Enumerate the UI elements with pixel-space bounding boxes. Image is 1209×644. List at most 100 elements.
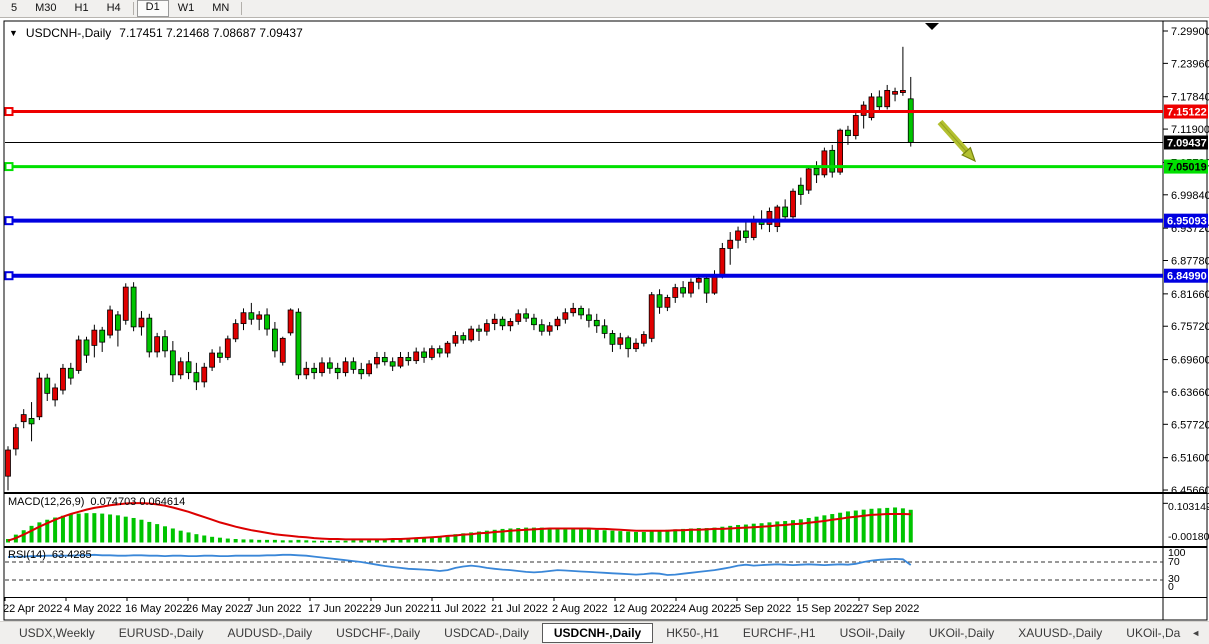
macd-bar (233, 538, 238, 543)
timeframe-button-w1[interactable]: W1 (177, 2, 195, 14)
macd-bar (885, 507, 890, 543)
date-label: 22 Apr 2022 (3, 603, 62, 615)
candle-body (138, 317, 145, 328)
macd-bar (170, 528, 175, 543)
tab-audusd-daily[interactable]: AUDUSD-,Daily (227, 626, 313, 640)
candle-body (499, 318, 506, 327)
macd-signal-line (7, 502, 911, 542)
macd-bar (335, 540, 340, 543)
candle-body (319, 362, 325, 374)
tab-usdx-weekly[interactable]: USDX,Weekly (19, 626, 95, 640)
macd-bar (288, 540, 293, 543)
macd-bar (343, 540, 348, 543)
tab-ukoil-daily[interactable]: UKOil-,Daily (928, 626, 995, 640)
candle-body (342, 361, 349, 374)
tab-hk50-h1[interactable]: HK50-,H1 (666, 626, 719, 640)
candle-body (28, 418, 35, 425)
tab-usdcad-daily[interactable]: USDCAD-,Daily (444, 626, 529, 640)
tab-usdcnh-daily[interactable]: USDCNH-,Daily (541, 623, 654, 643)
macd-bar (610, 530, 615, 543)
timeframe-button-h1[interactable]: H1 (74, 2, 89, 14)
tab-usoil-daily[interactable]: USOil-,Daily (839, 626, 905, 640)
macd-bar (845, 511, 850, 543)
macd-bar (406, 538, 411, 543)
macd-bar (437, 535, 442, 543)
candle-body (570, 307, 577, 314)
candle-body (593, 319, 600, 327)
macd-bar (524, 527, 529, 543)
date-label: 12 Aug 2022 (613, 603, 675, 615)
candle-body (507, 321, 514, 327)
symbol-dropdown-icon[interactable]: ▼ (9, 28, 18, 38)
candle-body (625, 337, 632, 350)
tab-eurchf-h1[interactable]: EURCHF-,H1 (742, 626, 816, 640)
macd-bar (555, 528, 560, 543)
macd-bar (147, 521, 152, 543)
candle-body (719, 248, 726, 278)
price-tick-label: 7.11900 (1171, 124, 1209, 136)
candle-body (436, 348, 443, 354)
candle-body (177, 361, 184, 376)
candle-body (452, 335, 459, 344)
timeframe-button-mn[interactable]: MN (212, 2, 230, 14)
price-badge (1164, 159, 1208, 174)
date-label: 2 Aug 2022 (552, 603, 608, 615)
candle-body (256, 314, 263, 320)
candle-body (586, 314, 592, 321)
candle-body (766, 210, 773, 225)
timeframe-button-5[interactable]: 5 (11, 2, 18, 14)
macd-panel: 0.103149 -0.001805 (6, 501, 1209, 543)
macd-bar (798, 519, 803, 543)
drawn-arrow-annotation[interactable] (937, 119, 977, 163)
date-label: 17 Jun 2022 (308, 603, 369, 615)
tab-eurusd-daily[interactable]: EURUSD-,Daily (118, 626, 204, 640)
macd-bar (327, 540, 332, 543)
macd-scale-max: 0.103149 (1168, 501, 1209, 513)
candle-body (688, 281, 694, 294)
candle-body (790, 190, 796, 218)
macd-indicator-label: MACD(12,26,9) 0.074703 0.064614 (8, 496, 185, 508)
macd-bar (563, 528, 568, 543)
candle-body (868, 96, 875, 119)
candle-body (12, 427, 19, 450)
macd-bar (21, 530, 26, 543)
toolbar-separator (132, 2, 134, 15)
macd-bar (696, 528, 701, 543)
timeframe-button-h4[interactable]: H4 (106, 2, 121, 14)
macd-bar (92, 513, 97, 543)
toolbar-separator (241, 2, 243, 15)
macd-bar (759, 523, 764, 543)
macd-bar (869, 508, 874, 543)
timeframe-button-m30[interactable]: M30 (35, 2, 57, 14)
candle-body (695, 277, 702, 283)
macd-bar (202, 535, 207, 543)
tab-scroll-left[interactable]: ◄ (1191, 628, 1201, 638)
macd-scale-min: -0.001805 (1168, 531, 1209, 543)
chart-tab-bar: USDX,Weekly EURUSD-,Daily AUDUSD-,Daily USD… (0, 621, 1209, 644)
arrow-head (961, 146, 977, 163)
macd-bar (249, 539, 254, 543)
macd-bar (657, 530, 662, 543)
macd-bar (178, 530, 183, 543)
macd-bar (531, 527, 536, 543)
candle-body (546, 325, 553, 332)
chart-window-frame (3, 20, 1208, 621)
macd-bar (477, 531, 481, 543)
date-label: 27 Sep 2022 (857, 603, 919, 615)
tab-ukoil-da[interactable]: UKOil-,Da (1126, 626, 1181, 640)
timeframe-button-d1[interactable]: D1 (136, 0, 169, 17)
price-badge-label: 7.05019 (1167, 162, 1207, 174)
tab-xauusd-daily[interactable]: XAUUSD-,Daily (1018, 626, 1103, 640)
candle-body (821, 150, 828, 176)
date-label: 7 Jun 2022 (247, 603, 301, 615)
macd-bar (704, 528, 709, 543)
tab-usdchf-daily[interactable]: USDCHF-,Daily (336, 626, 421, 640)
macd-bar (688, 528, 693, 543)
candle-body (633, 342, 639, 350)
macd-bar (712, 527, 717, 543)
candle-body (193, 372, 200, 383)
candle-body (703, 277, 710, 294)
macd-bar (539, 527, 544, 543)
candle-body (892, 91, 898, 95)
